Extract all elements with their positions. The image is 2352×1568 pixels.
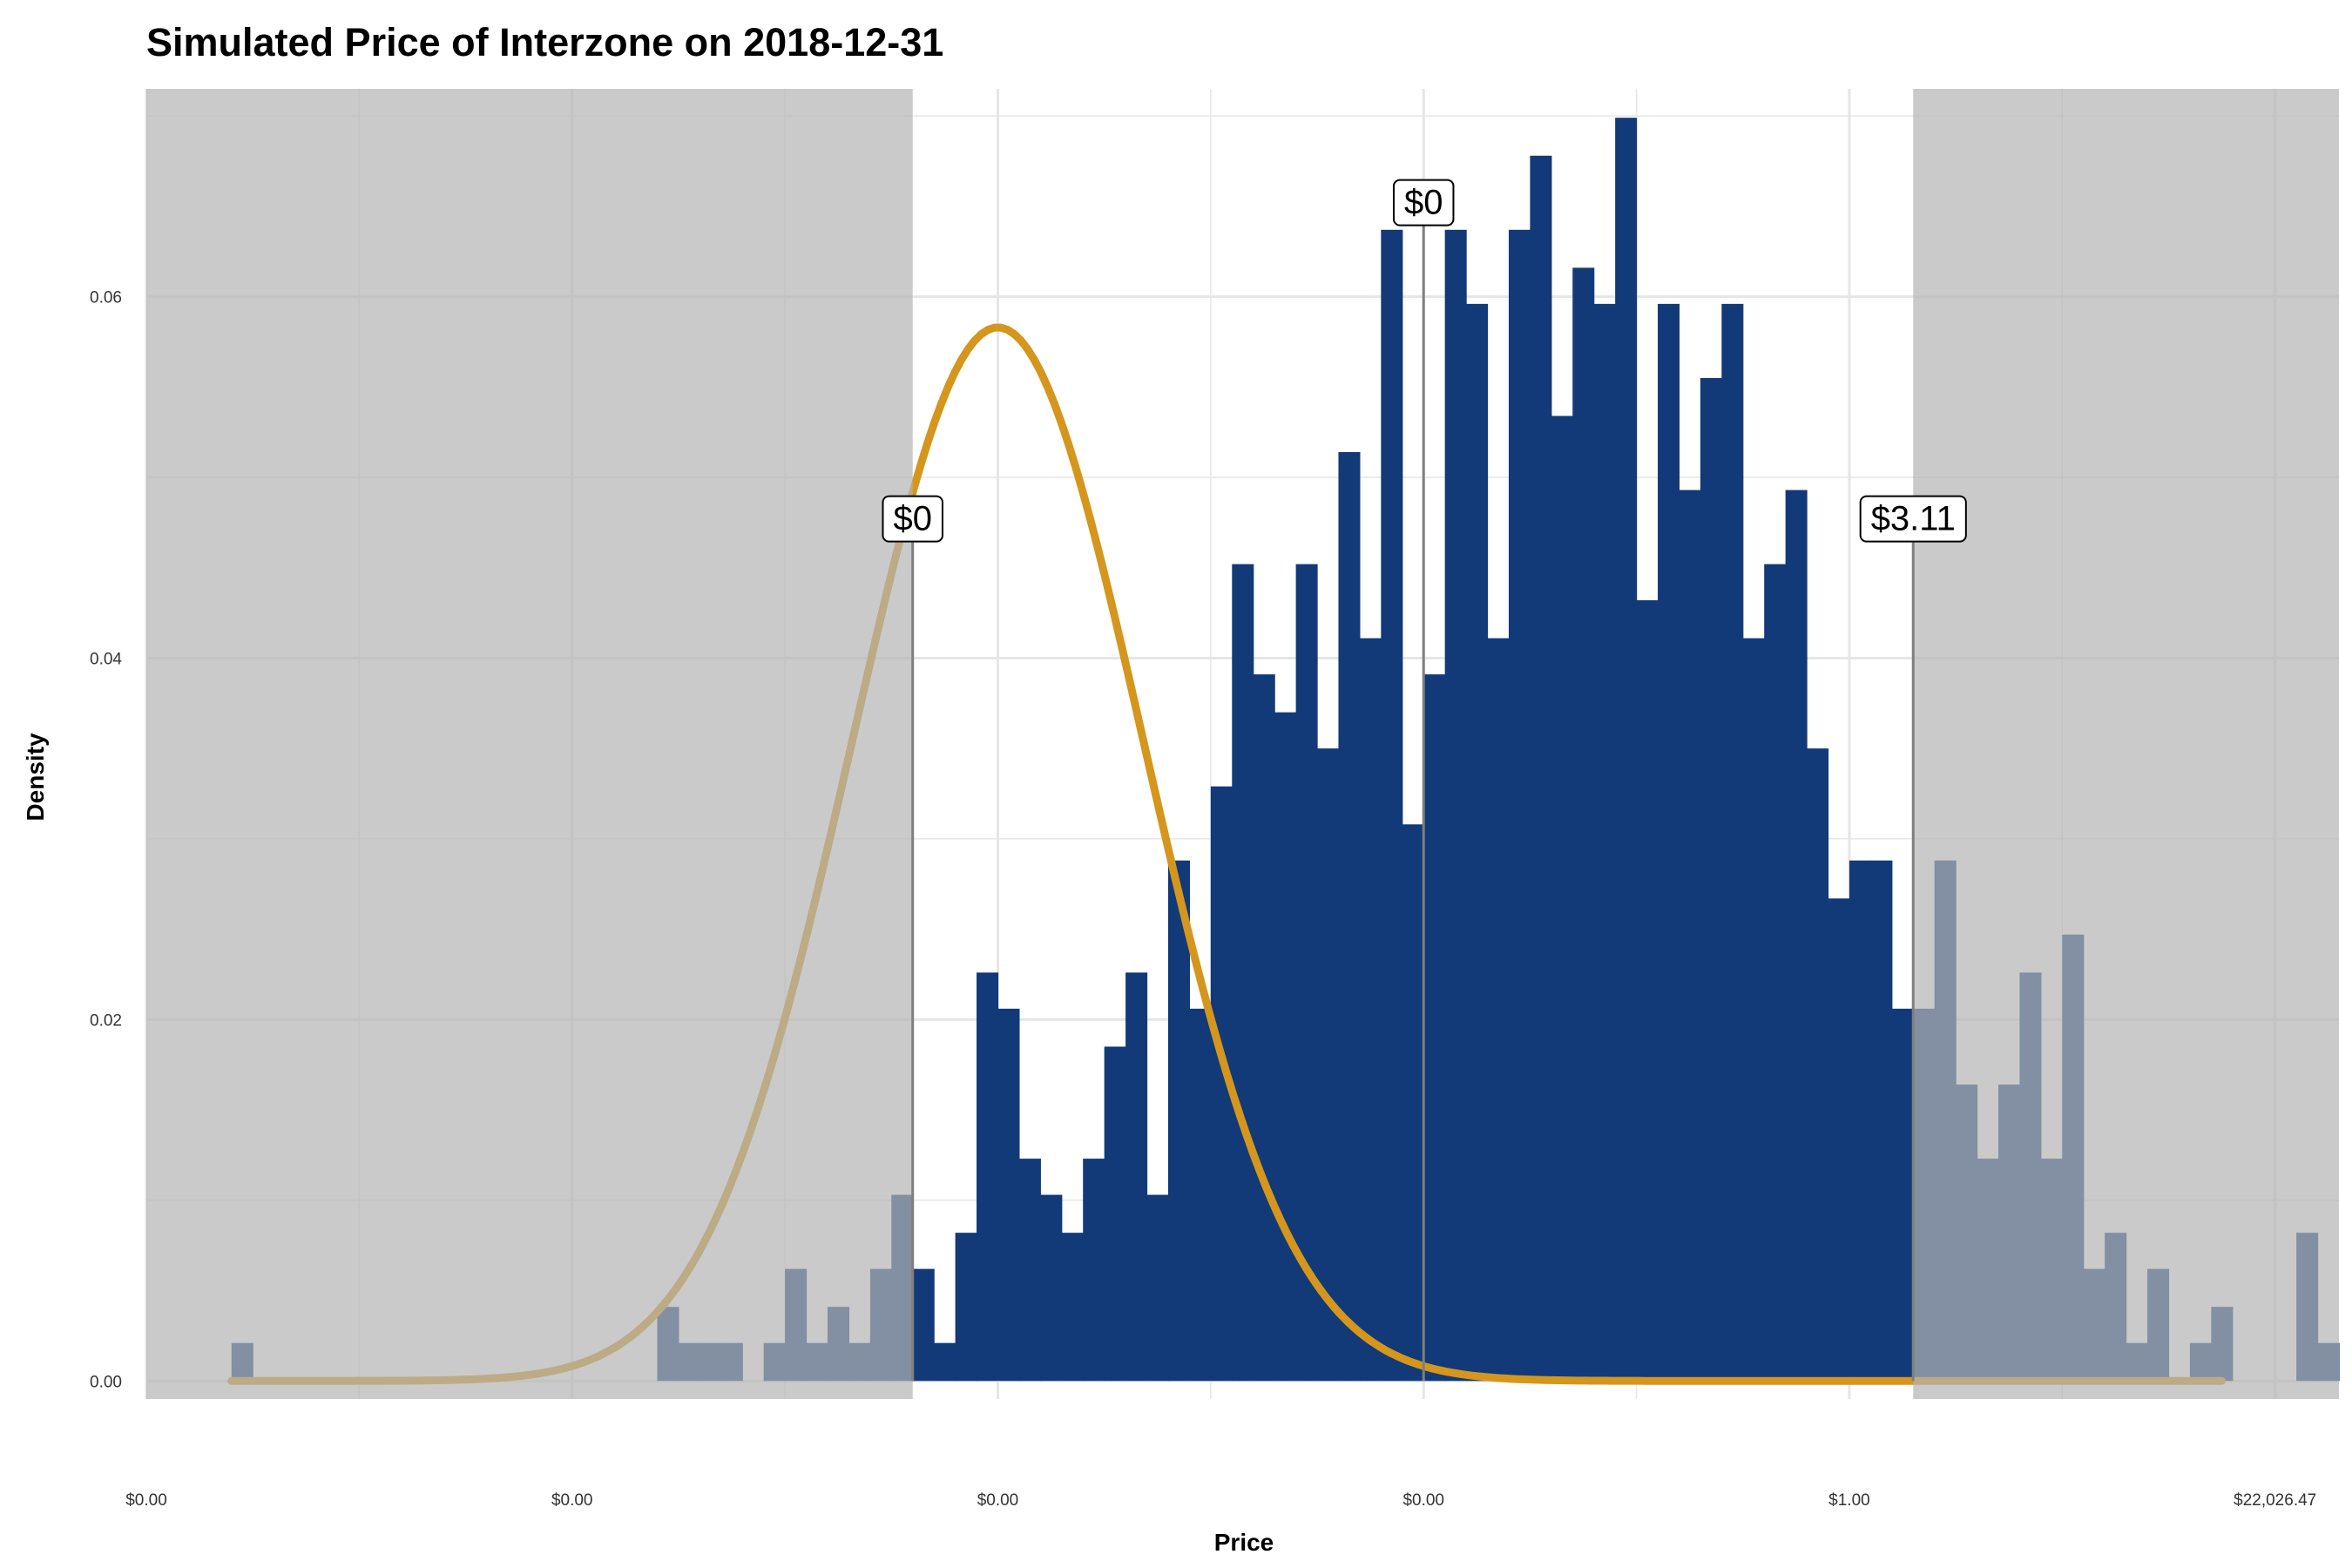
histogram-bar-53 xyxy=(1359,638,1382,1382)
histogram-bar-62 xyxy=(1551,416,1573,1382)
histogram-bar-68 xyxy=(1679,490,1701,1382)
histogram-bar-58 xyxy=(1466,303,1489,1382)
annotation-box-1 xyxy=(1392,179,1455,226)
y-axis-title: Density xyxy=(22,733,49,821)
x-axis-title: Price xyxy=(1214,1529,1274,1556)
histogram-bar-70 xyxy=(1721,303,1744,1382)
histogram-bar-48 xyxy=(1253,674,1275,1382)
shaded-region-1 xyxy=(1913,89,2339,1399)
histogram-bar-66 xyxy=(1636,600,1659,1382)
histogram-bar-33 xyxy=(934,1342,956,1382)
chart-title: Simulated Price of Interzone on 2018-12-… xyxy=(146,20,943,64)
histogram-bar-56 xyxy=(1423,674,1446,1382)
histogram-bar-37 xyxy=(1018,1159,1041,1382)
histogram-bar-74 xyxy=(1807,748,1829,1382)
y-tick-label-2: 0.04 xyxy=(90,650,122,668)
histogram-bar-73 xyxy=(1785,490,1808,1382)
annotation-text-1: $0 xyxy=(1404,184,1443,222)
histogram-bar-55 xyxy=(1402,824,1424,1382)
histogram-bar-60 xyxy=(1508,229,1531,1382)
annotation-text-0: $0 xyxy=(893,500,932,538)
histogram-bar-69 xyxy=(1700,377,1722,1382)
histogram-bar-51 xyxy=(1317,748,1340,1382)
histogram-bar-36 xyxy=(997,1008,1020,1382)
annotation-box-0 xyxy=(882,495,943,543)
annotation-box-2 xyxy=(1859,495,1967,543)
histogram-bar-72 xyxy=(1764,564,1787,1382)
histogram-bar-59 xyxy=(1487,638,1510,1382)
histogram-bar-35 xyxy=(977,972,999,1382)
histogram-bar-39 xyxy=(1061,1233,1084,1382)
x-tick-label-5: $22,026.47 xyxy=(2234,1491,2316,1510)
histogram-bar-75 xyxy=(1828,898,1850,1382)
histogram-bar-41 xyxy=(1104,1046,1126,1382)
histogram-bar-38 xyxy=(1040,1194,1063,1382)
histogram-bar-77 xyxy=(1870,860,1893,1382)
histogram-bar-52 xyxy=(1338,451,1361,1382)
histogram-bar-71 xyxy=(1742,638,1765,1382)
histogram-bar-65 xyxy=(1615,118,1638,1382)
y-tick-label-3: 0.06 xyxy=(90,289,122,308)
histogram-bar-34 xyxy=(955,1233,977,1382)
annotation-label-2: $3.11 xyxy=(1859,495,1967,543)
y-tick-label-1: 0.02 xyxy=(90,1011,122,1030)
annotation-text-2: $3.11 xyxy=(1871,500,1956,538)
plot-area: $0 $0 $3.11 0.00 0.02 0.04 0.06 $0.00 $0.00 $0.00… xyxy=(90,89,2340,1510)
annotation-label-1: $0 xyxy=(1392,179,1455,226)
histogram-bar-78 xyxy=(1891,1008,1914,1382)
histogram-bar-45 xyxy=(1189,1008,1212,1382)
histogram-bar-61 xyxy=(1530,155,1552,1382)
histogram-bar-50 xyxy=(1295,564,1318,1382)
x-tick-label-2: $0.00 xyxy=(977,1491,1019,1510)
histogram-bar-32 xyxy=(912,1268,935,1382)
histogram-bar-64 xyxy=(1593,303,1616,1382)
y-tick-label-0: 0.00 xyxy=(90,1373,122,1391)
histogram-bar-76 xyxy=(1848,860,1871,1382)
histogram-bar-67 xyxy=(1658,303,1680,1382)
histogram-bar-54 xyxy=(1381,229,1403,1382)
histogram-bar-49 xyxy=(1274,712,1297,1382)
x-tick-label-4: $1.00 xyxy=(1828,1491,1870,1510)
histogram-bar-42 xyxy=(1125,972,1148,1382)
histogram-bar-44 xyxy=(1167,860,1191,1382)
x-tick-label-1: $0.00 xyxy=(551,1491,593,1510)
histogram-bar-47 xyxy=(1232,564,1254,1382)
histogram-bar-63 xyxy=(1572,267,1595,1382)
x-tick-label-0: $0.00 xyxy=(125,1491,167,1510)
shaded-region-0 xyxy=(146,89,913,1399)
annotation-label-0: $0 xyxy=(882,495,943,543)
histogram-bar-57 xyxy=(1444,229,1467,1382)
histogram-bar-43 xyxy=(1146,1194,1169,1382)
x-tick-label-3: $0.00 xyxy=(1402,1491,1444,1510)
histogram-bar-40 xyxy=(1083,1159,1105,1382)
